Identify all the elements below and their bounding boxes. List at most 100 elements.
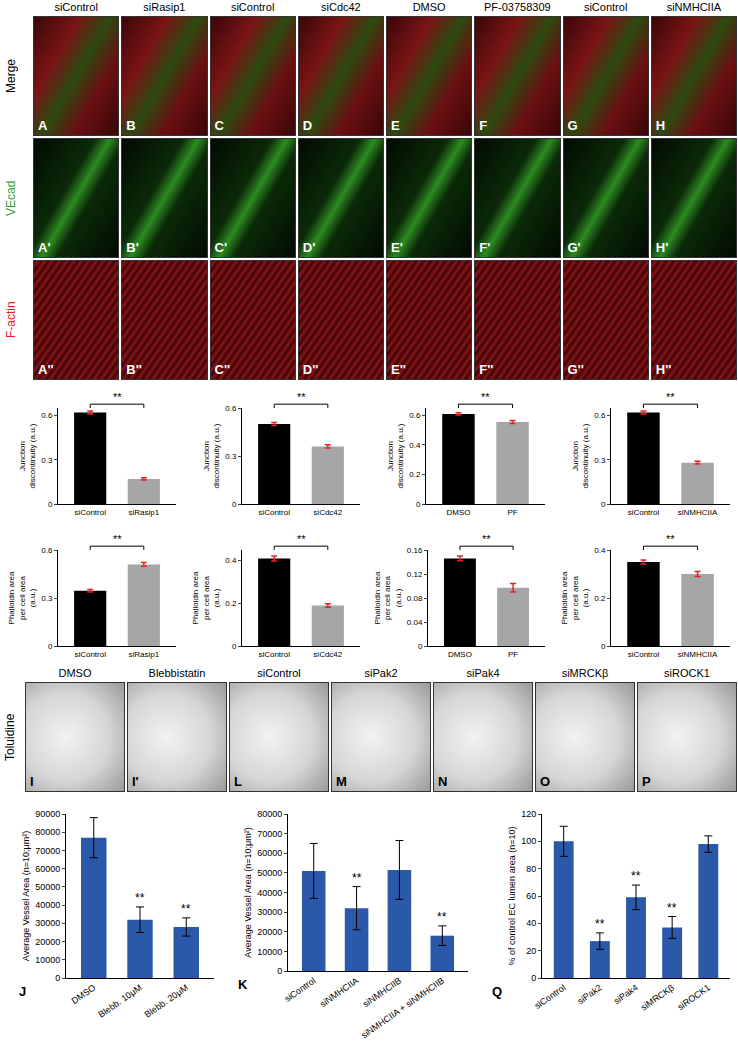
svg-text:Blebb. 10μM: Blebb. 10μM (96, 982, 143, 1019)
svg-text:PF: PF (507, 508, 517, 517)
svg-text:30000: 30000 (257, 907, 282, 917)
svg-text:**: ** (113, 533, 122, 545)
svg-text:20000: 20000 (35, 937, 60, 947)
svg-text:siControl: siControl (533, 982, 568, 1011)
svg-text:80000: 80000 (257, 809, 282, 819)
svg-text:30000: 30000 (35, 918, 60, 928)
svg-text:0: 0 (531, 973, 536, 983)
svg-text:siCdc42: siCdc42 (313, 508, 342, 517)
svg-text:siControl: siControl (283, 975, 318, 1004)
svg-text:siNMHCIIB: siNMHCIIB (361, 975, 403, 1009)
svg-text:0.04: 0.04 (407, 618, 423, 627)
svg-text:siPak4: siPak4 (612, 982, 640, 1006)
svg-text:siRasip1: siRasip1 (128, 508, 159, 517)
svg-text:Phalloidin areaper cell area(a: Phalloidin areaper cell area(a.u.) (191, 571, 221, 624)
svg-text:**: ** (481, 391, 490, 403)
svg-text:100: 100 (521, 836, 536, 846)
svg-text:50000: 50000 (257, 868, 282, 878)
svg-text:Average Vessel Area (n=10;μm²): Average Vessel Area (n=10;μm²) (243, 827, 253, 957)
svg-text:Phalloidin areaper cell area(a: Phalloidin areaper cell area(a.u.) (7, 571, 37, 624)
svg-text:**: ** (181, 902, 191, 916)
svg-text:0: 0 (601, 642, 606, 651)
svg-text:DMSO: DMSO (446, 508, 470, 517)
svg-text:0: 0 (232, 642, 237, 651)
svg-text:siControl: siControl (628, 650, 660, 659)
svg-text:0.6: 0.6 (41, 546, 53, 555)
svg-text:80000: 80000 (35, 827, 60, 837)
svg-text:40: 40 (526, 918, 536, 928)
svg-text:70000: 70000 (35, 846, 60, 856)
svg-text:0.6: 0.6 (41, 411, 53, 420)
svg-text:Phalloidin areaper cell area(a: Phalloidin areaper cell area(a.u.) (560, 571, 590, 624)
svg-text:20: 20 (526, 946, 536, 956)
svg-text:80: 80 (526, 864, 536, 874)
svg-text:0.3: 0.3 (594, 455, 606, 464)
svg-text:60: 60 (526, 891, 536, 901)
svg-text:**: ** (666, 391, 675, 403)
svg-text:10000: 10000 (257, 947, 282, 957)
svg-text:0: 0 (48, 642, 53, 651)
svg-text:0.6: 0.6 (594, 411, 606, 420)
svg-text:60000: 60000 (257, 848, 282, 858)
svg-text:siPak2: siPak2 (576, 982, 604, 1006)
svg-text:% of control EC lumen area (n=: % of control EC lumen area (n=10) (507, 827, 517, 966)
svg-text:40000: 40000 (257, 888, 282, 898)
svg-text:siNMHCIIA + siNMHCIIB: siNMHCIIA + siNMHCIIB (359, 975, 446, 1040)
svg-text:0.2: 0.2 (594, 594, 606, 603)
svg-text:Junctiondiscontinuity (a.u.): Junctiondiscontinuity (a.u.) (202, 423, 221, 488)
svg-text:**: ** (595, 917, 605, 931)
svg-text:**: ** (482, 533, 491, 545)
svg-text:0: 0 (55, 973, 60, 983)
svg-text:siControl: siControl (628, 508, 660, 517)
svg-text:siControl: siControl (74, 508, 106, 517)
svg-text:0.4: 0.4 (594, 546, 606, 555)
svg-text:Blebb. 20μM: Blebb. 20μM (143, 982, 190, 1019)
svg-text:Junctiondiscontinuity (a.u.): Junctiondiscontinuity (a.u.) (386, 423, 405, 488)
svg-text:0: 0 (277, 966, 282, 976)
svg-text:0: 0 (418, 642, 423, 651)
svg-text:siMRCKβ: siMRCKβ (639, 982, 676, 1012)
svg-text:0.3: 0.3 (41, 594, 53, 603)
svg-text:120: 120 (521, 809, 536, 819)
svg-text:0.6: 0.6 (225, 404, 237, 413)
svg-text:0.6: 0.6 (409, 411, 421, 420)
svg-text:0.3: 0.3 (225, 452, 237, 461)
svg-text:0: 0 (601, 500, 606, 509)
svg-text:Junctiondiscontinuity (a.u.): Junctiondiscontinuity (a.u.) (18, 423, 37, 488)
svg-text:siControl: siControl (74, 650, 106, 659)
svg-text:0.08: 0.08 (407, 594, 423, 603)
svg-text:siNMHCIIA: siNMHCIIA (678, 508, 718, 517)
svg-text:K: K (238, 977, 248, 992)
svg-text:0.4: 0.4 (409, 441, 421, 450)
svg-text:**: ** (352, 871, 362, 885)
svg-text:20000: 20000 (257, 927, 282, 937)
svg-text:0.4: 0.4 (225, 556, 237, 565)
svg-text:**: ** (667, 901, 677, 915)
svg-text:Junctiondiscontinuity (a.u.): Junctiondiscontinuity (a.u.) (571, 423, 590, 488)
svg-text:Phalloidin areaper cell area(a: Phalloidin areaper cell area(a.u.) (373, 571, 403, 624)
svg-text:**: ** (631, 869, 641, 883)
svg-text:siRasip1: siRasip1 (128, 650, 159, 659)
svg-text:70000: 70000 (257, 829, 282, 839)
svg-text:siROCK1: siROCK1 (676, 982, 712, 1012)
svg-text:**: ** (437, 910, 447, 924)
svg-text:60000: 60000 (35, 864, 60, 874)
svg-text:0: 0 (416, 500, 421, 509)
svg-text:DMSO: DMSO (70, 982, 98, 1006)
svg-text:10000: 10000 (35, 955, 60, 965)
svg-text:40000: 40000 (35, 900, 60, 910)
svg-text:siControl: siControl (258, 508, 290, 517)
svg-text:J: J (19, 984, 26, 999)
svg-text:DMSO: DMSO (448, 650, 472, 659)
svg-text:siNMHCIIA: siNMHCIIA (318, 975, 360, 1009)
svg-text:50000: 50000 (35, 882, 60, 892)
svg-text:0.3: 0.3 (41, 455, 53, 464)
svg-text:0: 0 (232, 500, 237, 509)
svg-text:**: ** (135, 891, 145, 905)
svg-text:siControl: siControl (258, 650, 290, 659)
svg-text:0.16: 0.16 (407, 546, 423, 555)
svg-text:0.2: 0.2 (225, 599, 237, 608)
svg-text:**: ** (113, 391, 122, 403)
svg-text:PF: PF (508, 650, 518, 659)
svg-text:0: 0 (48, 500, 53, 509)
